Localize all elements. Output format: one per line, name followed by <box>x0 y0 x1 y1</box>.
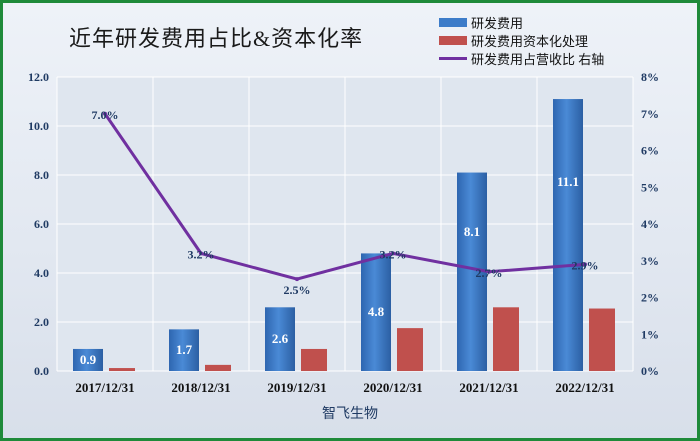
bar-value-label: 4.8 <box>368 304 385 319</box>
bar-value-label: 1.7 <box>176 342 193 357</box>
y-right-tick-label: 6% <box>641 144 659 158</box>
ratio-point <box>199 251 203 256</box>
bar-rd-expense <box>73 348 103 371</box>
legend-swatch-ratio <box>439 56 467 60</box>
y-right-tick-label: 2% <box>641 291 659 305</box>
bar-capitalized <box>397 328 423 371</box>
y-right-tick-label: 7% <box>641 107 659 121</box>
bar-capitalized <box>589 308 615 371</box>
legend-label-ratio: 研发费用占营收比 右轴 <box>471 51 605 67</box>
legend-item-ratio: 研发费用占营收比 右轴 <box>439 49 604 67</box>
y-right-tick-label: 1% <box>641 327 659 341</box>
ratio-label: 2.7% <box>476 266 503 280</box>
ratio-point <box>295 277 299 282</box>
legend-label-capitalized: 研发费用资本化处理 <box>471 33 589 49</box>
y-right-tick-label: 4% <box>641 217 659 231</box>
y-left-tick-label: 10.0 <box>28 119 49 133</box>
bar-capitalized <box>493 307 519 371</box>
ratio-label: 3.2% <box>380 247 407 261</box>
legend-swatch-rd-expense <box>439 17 467 27</box>
ratio-label: 3.2% <box>188 247 215 261</box>
y-right-tick-label: 0% <box>641 364 659 378</box>
bar-rd-expense <box>169 329 199 371</box>
bar-value-label: 2.6 <box>272 331 289 346</box>
y-left-tick-label: 12.0 <box>28 70 49 84</box>
x-tick-label: 2019/12/31 <box>267 380 326 395</box>
y-left-tick-label: 8.0 <box>34 168 49 182</box>
x-tick-label: 2020/12/31 <box>363 380 422 395</box>
chart-title: 近年研发费用占比&资本化率 <box>69 26 364 51</box>
x-tick-label: 2018/12/31 <box>171 380 230 395</box>
bar-value-label: 11.1 <box>557 174 579 189</box>
bar-rd-expense <box>265 307 295 371</box>
legend-item-rd-expense: 研发费用 <box>439 13 604 31</box>
ratio-label: 2.9% <box>572 258 599 272</box>
legend-item-capitalized: 研发费用资本化处理 <box>439 31 604 49</box>
bar-rd-expense <box>361 253 391 371</box>
ratio-label: 2.5% <box>284 283 311 297</box>
y-left-tick-label: 2.0 <box>34 315 49 329</box>
bar-capitalized <box>109 368 135 371</box>
y-left-tick-label: 0.0 <box>34 364 49 378</box>
x-tick-label: 2021/12/31 <box>459 380 518 395</box>
ratio-point <box>487 269 491 274</box>
y-right-tick-label: 8% <box>641 70 659 84</box>
ratio-line <box>103 112 586 281</box>
y-left-tick-label: 6.0 <box>34 217 49 231</box>
legend: 研发费用 研发费用资本化处理 研发费用占营收比 右轴 <box>439 13 604 67</box>
x-tick-label: 2017/12/31 <box>75 380 134 395</box>
bar-capitalized <box>205 364 231 371</box>
bar-value-label: 0.9 <box>80 352 97 367</box>
bar-rd-expense <box>553 99 583 372</box>
y-left-tick-label: 4.0 <box>34 266 49 280</box>
x-tick-label: 2022/12/31 <box>555 380 614 395</box>
y-right-tick-label: 5% <box>641 180 659 194</box>
y-right-tick-label: 3% <box>641 254 659 268</box>
ratio-point <box>103 111 107 116</box>
bar-value-label: 8.1 <box>464 224 480 239</box>
x-axis-label: 智飞生物 <box>322 407 378 422</box>
legend-label-rd-expense: 研发费用 <box>471 15 524 31</box>
ratio-label: 7.0% <box>92 108 119 122</box>
bar-capitalized <box>301 348 327 371</box>
legend-swatch-capitalized <box>439 35 467 45</box>
ratio-point <box>391 251 395 256</box>
ratio-point <box>583 262 587 267</box>
